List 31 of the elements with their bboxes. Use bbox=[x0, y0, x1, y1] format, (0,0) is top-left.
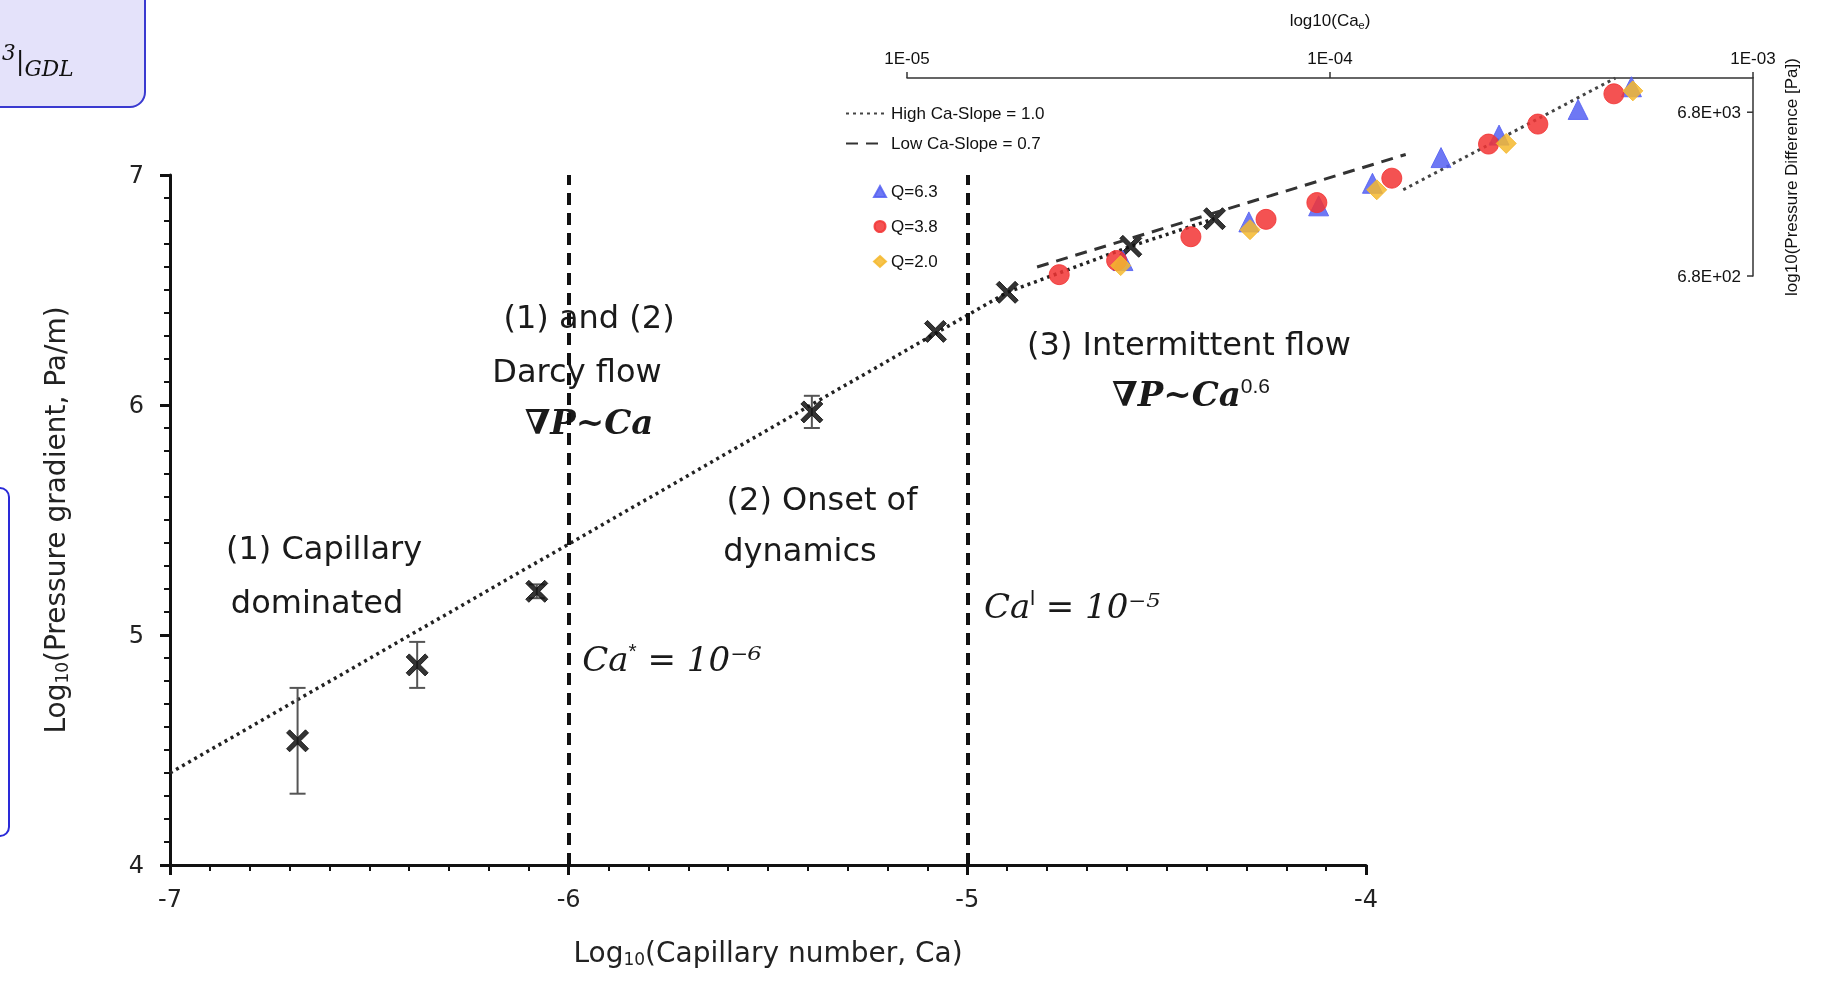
annotation: (3) Intermittent flow bbox=[1027, 325, 1351, 363]
legend-label: Q=6.3 bbox=[891, 182, 938, 201]
x-tick-label: 1E-04 bbox=[1307, 48, 1353, 68]
x-tick-label: -4 bbox=[1354, 885, 1378, 913]
x-tick-label: 1E-05 bbox=[884, 48, 930, 68]
annotation: dynamics bbox=[723, 531, 877, 569]
y-tick-label: 6.8E+02 bbox=[1677, 266, 1741, 286]
y-tick-label: 6 bbox=[128, 391, 144, 419]
legend-label: Q=3.8 bbox=[891, 217, 938, 236]
y-axis-title: log10(Pressure Difference [Pa]) bbox=[1782, 58, 1801, 296]
text: $^{3}$|$_{GDL}$ bbox=[0, 0, 146, 108]
annotation: Darcy flow bbox=[492, 352, 662, 390]
x-axis-title: Log10(Capillary number, Ca) bbox=[573, 935, 963, 969]
legend-label: Q=2.0 bbox=[891, 252, 938, 271]
x-tick-label: -7 bbox=[158, 885, 182, 913]
annotation: (1) Capillary bbox=[225, 529, 423, 567]
annotation: ∇P~Ca bbox=[524, 402, 654, 442]
x-tick-label: -5 bbox=[955, 885, 980, 913]
annotation: (2) Onset of bbox=[726, 480, 919, 518]
y-tick-label: 5 bbox=[128, 621, 144, 649]
y-tick-label: 4 bbox=[128, 851, 144, 879]
y-tick-label: 6.8E+03 bbox=[1677, 102, 1741, 122]
annotation: Ca* = 10⁻⁶ bbox=[582, 639, 762, 679]
legend-label: High Ca-Slope = 1.0 bbox=[891, 104, 1045, 123]
annotation: dominated bbox=[230, 583, 404, 621]
x-tick-label: -6 bbox=[556, 885, 581, 913]
y-tick-label: 7 bbox=[128, 161, 144, 189]
x-tick-label: 1E-03 bbox=[1730, 48, 1776, 68]
annotation: (1) and (2) bbox=[503, 298, 675, 336]
y-axis-title: Log10(Pressure gradient, Pa/m) bbox=[38, 306, 72, 734]
legend-label: Low Ca-Slope = 0.7 bbox=[891, 134, 1041, 153]
